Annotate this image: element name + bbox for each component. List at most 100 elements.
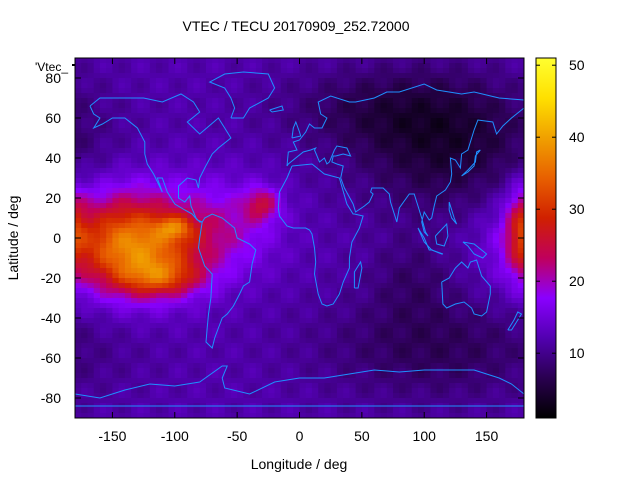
heatmap-cell: [230, 128, 238, 134]
heatmap-cell: [436, 123, 444, 129]
heatmap-cell: [318, 268, 326, 274]
heatmap-cell: [336, 283, 344, 289]
heatmap-cell: [324, 298, 332, 304]
heatmap-cell: [393, 333, 400, 339]
heatmap-cell: [305, 208, 313, 214]
heatmap-cell: [137, 398, 145, 404]
heatmap-cell: [168, 323, 176, 329]
heatmap-cell: [156, 133, 163, 139]
heatmap-cell: [124, 123, 132, 129]
heatmap-cell: [106, 338, 114, 344]
heatmap-cell: [505, 293, 513, 299]
heatmap-cell: [436, 238, 444, 244]
heatmap-cell: [336, 83, 344, 89]
heatmap-cell: [149, 63, 157, 69]
heatmap-cell: [156, 163, 163, 169]
heatmap-cell: [243, 108, 251, 114]
heatmap-cell: [349, 268, 357, 274]
heatmap-cell: [181, 123, 188, 129]
heatmap-cell: [330, 63, 338, 69]
heatmap-cell: [230, 283, 238, 289]
heatmap-cell: [417, 278, 425, 284]
heatmap-cell: [293, 378, 301, 384]
heatmap-cell: [330, 193, 338, 199]
heatmap-cell: [124, 173, 132, 179]
heatmap-cell: [349, 258, 357, 264]
heatmap-cell: [299, 338, 307, 344]
heatmap-cell: [311, 373, 319, 379]
heatmap-cell: [486, 328, 494, 334]
heatmap-cell: [449, 73, 457, 79]
heatmap-cell: [417, 283, 425, 289]
heatmap-cell: [430, 83, 438, 89]
heatmap-cell: [318, 83, 326, 89]
heatmap-cell: [162, 328, 170, 334]
heatmap-cell: [124, 198, 132, 204]
heatmap-cell: [311, 203, 319, 209]
heatmap-cell: [243, 63, 251, 69]
heatmap-cell: [368, 133, 375, 139]
heatmap-cell: [218, 223, 226, 229]
heatmap-cell: [81, 303, 89, 309]
heatmap-cell: [399, 118, 407, 124]
heatmap-cell: [187, 388, 195, 394]
heatmap-cell: [374, 193, 382, 199]
heatmap-cell: [430, 183, 438, 189]
heatmap-cell: [75, 163, 82, 169]
heatmap-cell: [131, 173, 138, 179]
heatmap-cell: [81, 128, 89, 134]
heatmap-cell: [237, 123, 244, 129]
heatmap-cell: [99, 218, 107, 224]
heatmap-cell: [386, 303, 394, 309]
heatmap-cell: [218, 238, 226, 244]
heatmap-cell: [212, 398, 220, 404]
heatmap-cell: [249, 78, 257, 84]
heatmap-cell: [461, 278, 469, 284]
heatmap-cell: [511, 138, 519, 144]
heatmap-cell: [143, 93, 151, 99]
heatmap-cell: [268, 68, 276, 74]
heatmap-cell: [399, 273, 407, 279]
heatmap-cell: [218, 183, 226, 189]
heatmap-cell: [99, 198, 107, 204]
heatmap-cell: [461, 353, 469, 359]
heatmap-cell: [474, 123, 481, 129]
heatmap-cell: [149, 88, 157, 94]
heatmap-cell: [112, 88, 120, 94]
heatmap-cell: [449, 243, 457, 249]
heatmap-cell: [274, 163, 282, 169]
heatmap-cell: [87, 233, 95, 239]
heatmap-cell: [81, 148, 89, 154]
heatmap-cell: [330, 98, 338, 104]
heatmap-cell: [106, 258, 114, 264]
heatmap-cell: [318, 358, 326, 364]
heatmap-cell: [143, 123, 151, 129]
heatmap-cell: [243, 203, 251, 209]
heatmap-cell: [330, 298, 338, 304]
heatmap-cell: [517, 268, 524, 274]
heatmap-cell: [268, 398, 276, 404]
heatmap-cell: [368, 308, 375, 314]
heatmap-cell: [280, 263, 288, 269]
heatmap-cell: [99, 303, 107, 309]
heatmap-cell: [268, 223, 276, 229]
heatmap-cell: [430, 368, 438, 374]
heatmap-cell: [505, 233, 513, 239]
heatmap-cell: [361, 378, 369, 384]
heatmap-cell: [93, 133, 101, 139]
heatmap-cell: [330, 218, 338, 224]
heatmap-cell: [411, 178, 419, 184]
heatmap-cell: [449, 163, 457, 169]
heatmap-cell: [492, 148, 500, 154]
heatmap-cell: [430, 378, 438, 384]
heatmap-cell: [474, 133, 481, 139]
heatmap-cell: [399, 328, 407, 334]
heatmap-cell: [461, 203, 469, 209]
heatmap-cell: [517, 158, 524, 164]
heatmap-cell: [311, 308, 319, 314]
heatmap-cell: [499, 193, 506, 199]
heatmap-cell: [156, 243, 163, 249]
heatmap-cell: [424, 173, 432, 179]
heatmap-cell: [380, 218, 388, 224]
heatmap-cell: [193, 118, 201, 124]
